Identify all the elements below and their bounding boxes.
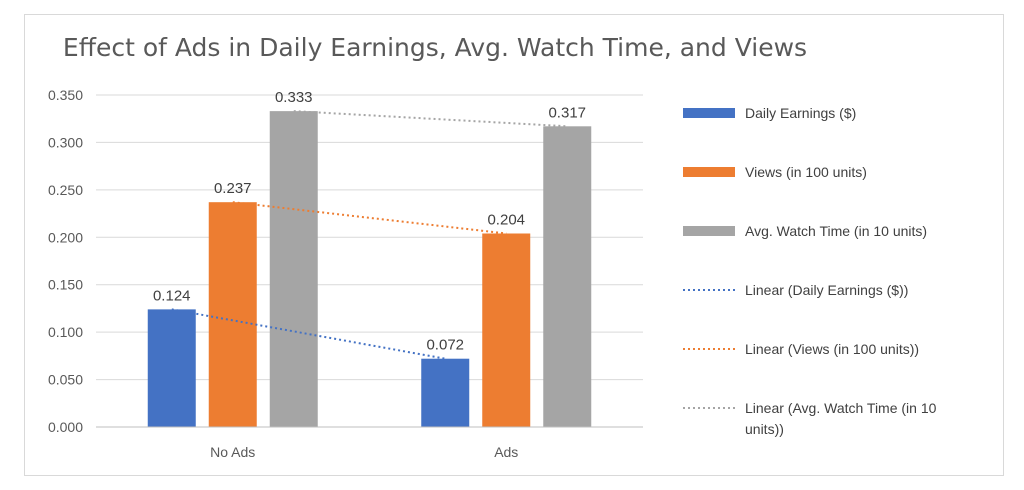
data-label: 0.317	[548, 104, 586, 121]
trendline	[293, 110, 568, 128]
legend-label: Views (in 100 units)	[745, 164, 867, 180]
chart-title: Effect of Ads in Daily Earnings, Avg. Wa…	[62, 33, 808, 62]
legend-label: Linear (Views (in 100 units))	[745, 341, 919, 357]
y-tick-label: 0.050	[48, 372, 83, 388]
trendline	[171, 308, 446, 360]
bar	[482, 233, 531, 427]
y-tick-label: 0.200	[48, 229, 83, 245]
legend-label: Daily Earnings ($)	[745, 105, 856, 121]
bar	[269, 111, 318, 427]
y-tick-label: 0.000	[48, 419, 83, 435]
legend-label: Avg. Watch Time (in 10 units)	[745, 223, 927, 239]
data-label: 0.072	[426, 337, 464, 354]
bar	[421, 358, 470, 427]
legend-swatch	[683, 226, 735, 236]
chart-frame: Effect of Ads in Daily Earnings, Avg. Wa…	[24, 14, 1004, 476]
bar	[147, 309, 196, 427]
data-label: 0.204	[487, 211, 525, 228]
x-category-label: No Ads	[210, 444, 255, 460]
legend-swatch	[683, 108, 735, 118]
legend-label: Linear (Avg. Watch Time (in 10 units))	[745, 400, 937, 437]
data-label: 0.237	[214, 180, 252, 197]
y-tick-label: 0.100	[48, 324, 83, 340]
y-tick-label: 0.150	[48, 277, 83, 293]
data-label: 0.333	[275, 89, 313, 106]
data-label: 0.124	[153, 287, 191, 304]
bar	[208, 202, 257, 427]
chart-svg: 0.000 0.050 0.100 0.150 0.200 0.250 0.300 0.350…	[48, 87, 937, 460]
legend-swatch	[683, 167, 735, 177]
trendline	[232, 201, 507, 235]
x-category-label: Ads	[494, 444, 518, 460]
legend-label: Linear (Daily Earnings ($))	[745, 282, 908, 298]
y-tick-label: 0.300	[48, 134, 83, 150]
bar	[543, 126, 592, 427]
y-tick-label: 0.350	[48, 87, 83, 103]
y-tick-label: 0.250	[48, 182, 83, 198]
